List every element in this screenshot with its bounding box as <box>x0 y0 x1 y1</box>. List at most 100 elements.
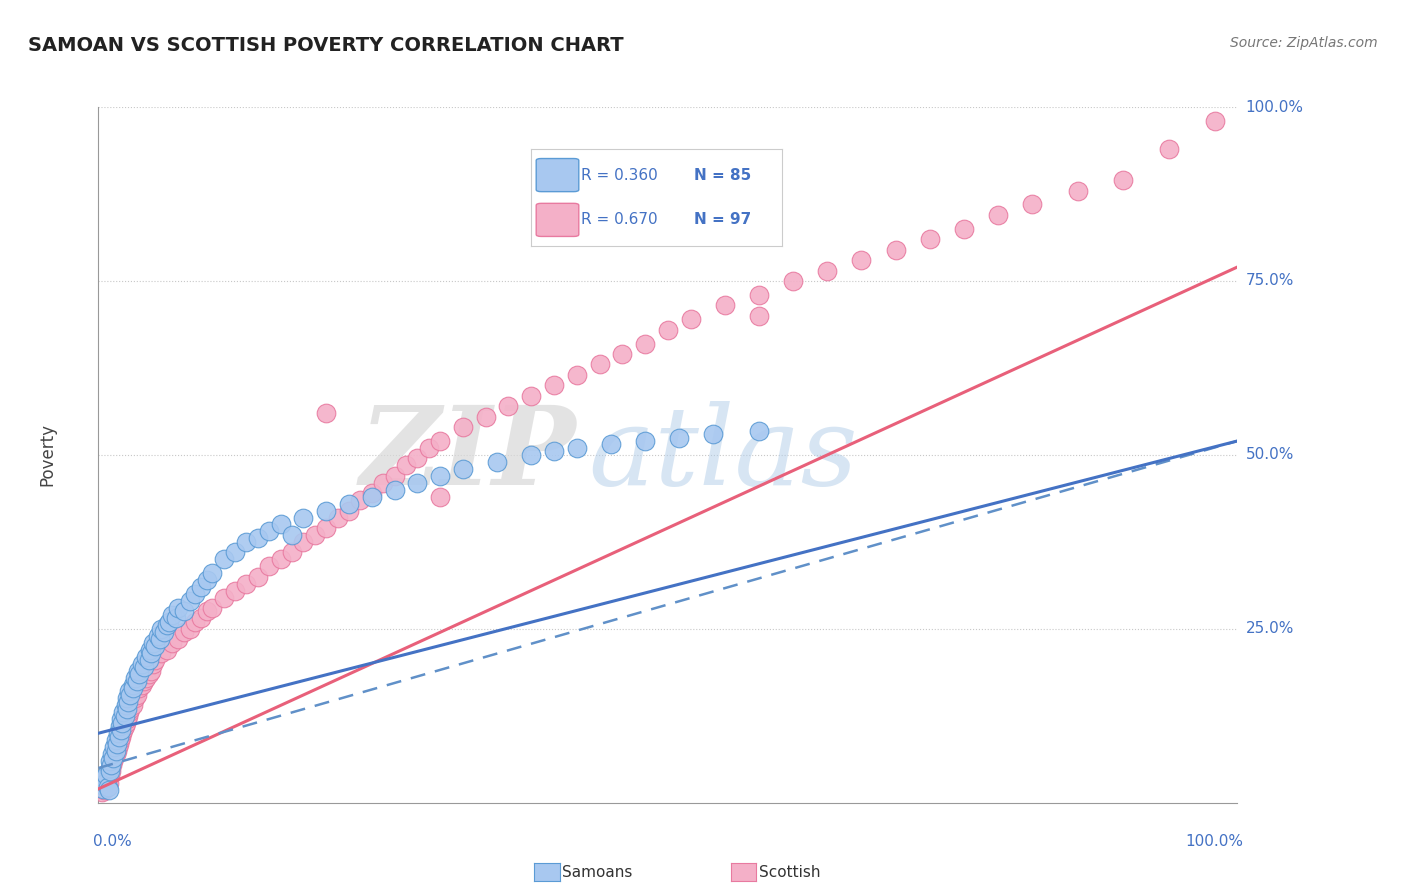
Point <box>600 437 623 451</box>
FancyBboxPatch shape <box>536 203 579 236</box>
Point <box>429 490 451 504</box>
Point <box>118 684 141 698</box>
Point <box>100 757 122 772</box>
Point <box>131 657 153 671</box>
Point <box>115 712 138 726</box>
Point <box>114 715 136 730</box>
Point <box>360 490 382 504</box>
Point <box>195 573 218 587</box>
Point <box>395 458 418 473</box>
Point <box>96 780 118 795</box>
Point <box>315 521 337 535</box>
Point <box>107 740 129 755</box>
Point <box>103 750 125 764</box>
Text: N = 85: N = 85 <box>695 168 751 183</box>
Point <box>121 677 143 691</box>
Point <box>429 468 451 483</box>
Point <box>114 698 136 713</box>
Point <box>135 649 157 664</box>
Point <box>108 733 131 747</box>
Point <box>127 664 149 678</box>
Point <box>97 783 120 797</box>
Point <box>451 462 474 476</box>
Point <box>173 605 195 619</box>
Point <box>150 646 173 660</box>
Point <box>104 733 127 747</box>
Point <box>142 636 165 650</box>
Point <box>748 424 770 438</box>
Point <box>162 636 184 650</box>
Text: SAMOAN VS SCOTTISH POVERTY CORRELATION CHART: SAMOAN VS SCOTTISH POVERTY CORRELATION C… <box>28 36 624 54</box>
Point <box>315 503 337 517</box>
Text: Source: ZipAtlas.com: Source: ZipAtlas.com <box>1230 36 1378 50</box>
Point <box>127 674 149 689</box>
Point <box>384 468 406 483</box>
Point <box>167 601 190 615</box>
Point <box>292 510 315 524</box>
Point <box>96 772 118 786</box>
Point <box>184 615 207 629</box>
Point <box>304 528 326 542</box>
Text: 100.0%: 100.0% <box>1246 100 1303 114</box>
Point <box>98 761 121 775</box>
Point <box>612 347 634 361</box>
Point <box>127 688 149 702</box>
Point <box>114 708 136 723</box>
Point <box>153 625 176 640</box>
Point <box>124 671 146 685</box>
Point <box>235 534 257 549</box>
Point <box>138 642 160 657</box>
Text: Samoans: Samoans <box>562 865 633 880</box>
Point <box>588 358 610 372</box>
Point <box>132 660 155 674</box>
Point <box>173 625 195 640</box>
Point <box>108 719 131 733</box>
Point <box>371 475 394 490</box>
Point <box>139 664 162 678</box>
Point <box>139 646 162 660</box>
Point <box>128 681 150 695</box>
Point <box>634 434 657 448</box>
Point <box>104 747 127 761</box>
Point <box>474 409 496 424</box>
Point <box>91 781 114 796</box>
Point <box>292 534 315 549</box>
Point <box>105 744 128 758</box>
Point <box>634 336 657 351</box>
Point <box>429 434 451 448</box>
Point <box>98 754 121 768</box>
Text: R = 0.360: R = 0.360 <box>581 168 658 183</box>
Point <box>94 775 117 789</box>
Point <box>150 622 173 636</box>
FancyBboxPatch shape <box>536 159 579 192</box>
Point <box>101 747 124 761</box>
Point <box>124 691 146 706</box>
Point <box>132 674 155 689</box>
Point <box>281 545 304 559</box>
Point <box>156 618 179 632</box>
Point <box>406 451 429 466</box>
Point <box>120 702 142 716</box>
Point <box>884 243 907 257</box>
Point <box>315 406 337 420</box>
Point <box>162 607 184 622</box>
Point <box>111 726 134 740</box>
Point <box>115 691 138 706</box>
Point <box>190 611 212 625</box>
Point <box>165 611 187 625</box>
Point <box>384 483 406 497</box>
Point <box>145 653 167 667</box>
Text: 50.0%: 50.0% <box>1246 448 1294 462</box>
Point <box>112 723 135 737</box>
Point <box>104 744 127 758</box>
Point <box>91 778 114 793</box>
Point <box>246 570 269 584</box>
Point <box>93 783 115 797</box>
Point <box>657 323 679 337</box>
Point <box>108 730 131 744</box>
Point <box>117 708 139 723</box>
Point <box>98 764 121 779</box>
Point <box>118 706 141 720</box>
Point <box>114 719 136 733</box>
Point <box>156 642 179 657</box>
